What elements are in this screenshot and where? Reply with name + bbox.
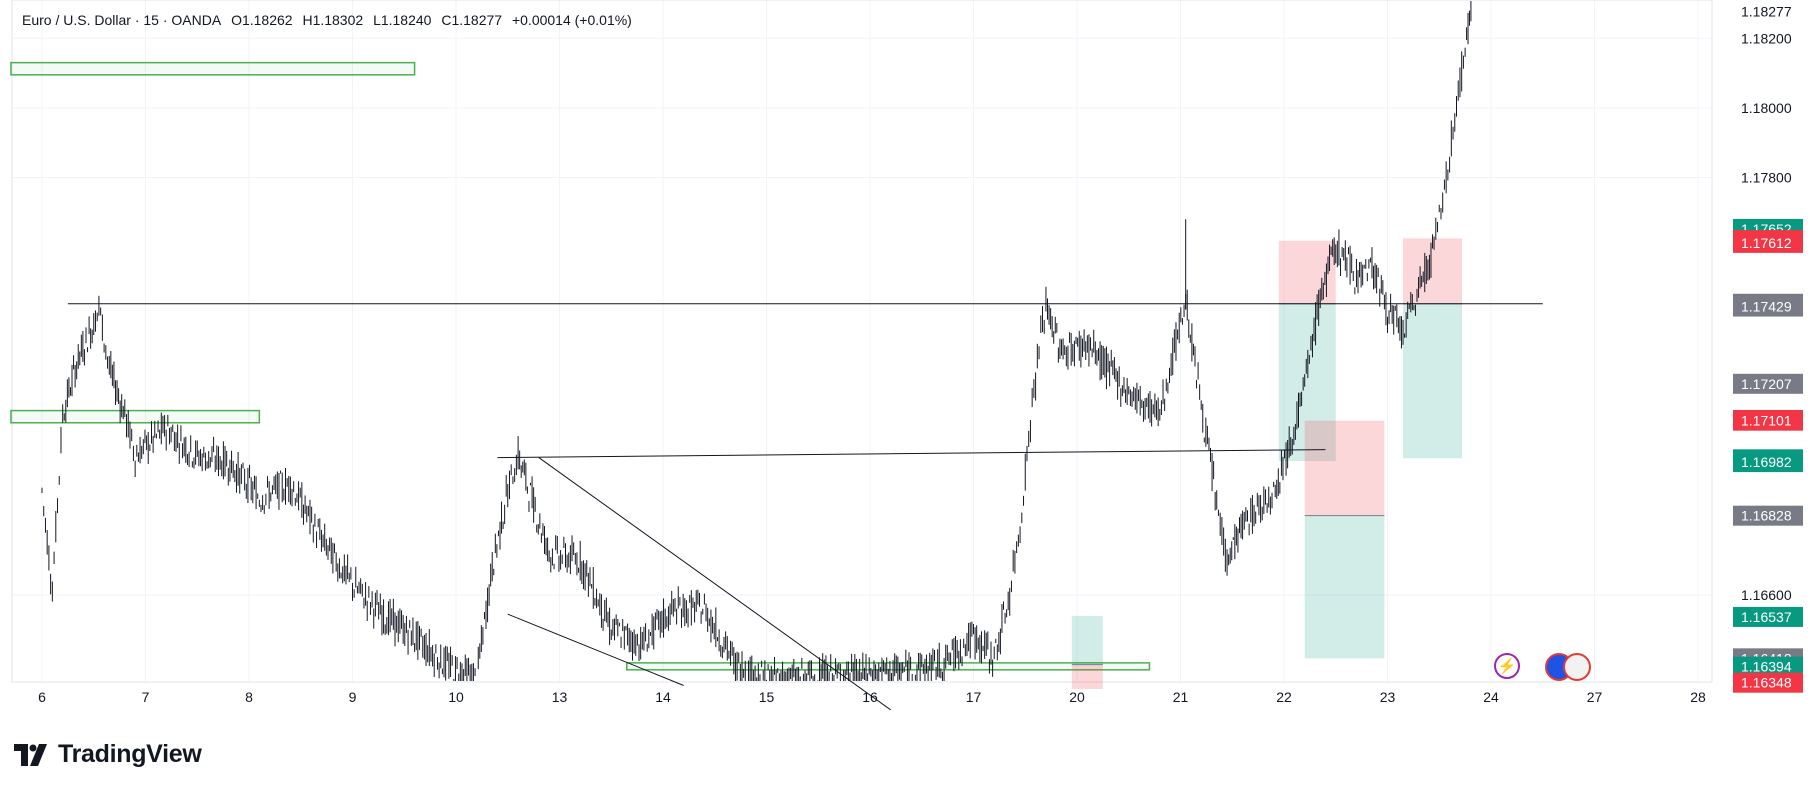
x-tick-label: 10: [448, 689, 464, 705]
price-tag-label: 1.16348: [1741, 675, 1792, 691]
brand-name: TradingView: [58, 740, 202, 768]
x-tick-label: 28: [1690, 689, 1706, 705]
price-tag: 1.17101: [1733, 410, 1803, 431]
horizontal-line: [497, 449, 1326, 459]
y-tick-label: 1.17800: [1741, 169, 1792, 185]
stop-loss-zone: [1071, 664, 1103, 689]
price-tag-bg: [1733, 296, 1803, 317]
price-tag-label: 1.16982: [1741, 454, 1792, 470]
symbol-title[interactable]: Euro / U.S. Dollar · 15 · OANDA: [22, 12, 222, 28]
price-tag-label: 1.16394: [1741, 659, 1792, 675]
y-tick-label: 1.16600: [1741, 587, 1792, 603]
tradingview-logo[interactable]: TradingView: [14, 740, 202, 769]
price-tag-label: 1.17612: [1741, 235, 1792, 251]
trend-line: [538, 457, 891, 711]
x-tick-label: 24: [1483, 689, 1499, 705]
price-tag-label: 1.17429: [1741, 299, 1792, 315]
demand-zone: [10, 61, 416, 76]
y-tick-label: 1.18200: [1741, 30, 1792, 46]
take-profit-zone: [1278, 303, 1336, 462]
close-value: C1.18277: [441, 12, 503, 28]
change-value: +0.00014 (+0.01%): [511, 12, 632, 28]
price-tag: 1.16348: [1733, 672, 1803, 693]
price-label: 1.18277: [1741, 3, 1792, 19]
demand-zone: [10, 409, 261, 424]
price-tag-label: 1.16828: [1741, 508, 1792, 524]
y-tick-label: 1.18000: [1741, 100, 1792, 116]
x-tick-label: 7: [142, 689, 150, 705]
price-series: [41, 1, 1472, 681]
take-profit-zone: [1071, 615, 1103, 665]
price-tag: 1.16537: [1733, 606, 1803, 627]
x-tick-label: 23: [1380, 689, 1396, 705]
price-tag-bg: [1733, 452, 1803, 473]
x-tick-label: 16: [862, 689, 878, 705]
price-tag: 1.16394: [1733, 656, 1803, 677]
price-tag: 1.17207: [1733, 373, 1803, 394]
x-tick-label: 27: [1587, 689, 1603, 705]
x-tick-label: 8: [245, 689, 253, 705]
price-tag-bg: [1733, 373, 1803, 394]
price-tag-bg: [1733, 232, 1803, 253]
price-tag-bg: [1733, 410, 1803, 431]
x-tick-label: 22: [1276, 689, 1292, 705]
low-value: L1.18240: [373, 12, 432, 28]
stop-loss-zone: [1403, 238, 1463, 304]
trend-line: [507, 613, 684, 686]
high-value: H1.18302: [302, 12, 364, 28]
plot-frame: [11, 0, 1713, 683]
axes: 6 7 8 9 10 13 14 15 16 17 20 21 22 23 24 27 28 1.18200 1.1…: [38, 3, 1803, 705]
price-tag-bg: [1733, 505, 1803, 526]
stop-loss-zone: [1304, 420, 1385, 516]
take-profit-zone: [1304, 515, 1385, 659]
price-tag: 1.17612: [1733, 232, 1803, 253]
price-tag-label: 1.17101: [1741, 413, 1792, 429]
price-tag: 1.16828: [1733, 505, 1803, 526]
x-tick-label: 15: [759, 689, 775, 705]
x-tick-label: 13: [552, 689, 568, 705]
x-tick-label: 20: [1069, 689, 1085, 705]
tradingview-logo-icon: [14, 743, 47, 766]
chart-grid: [11, 0, 1713, 683]
x-tick-label: 6: [38, 689, 46, 705]
price-tag: 1.17429: [1733, 296, 1803, 317]
economic-events-flag-icon[interactable]: [1563, 653, 1591, 681]
trend-lines: [67, 303, 1543, 711]
price-tag-bg: [1733, 672, 1803, 693]
symbol-header: Euro / U.S. Dollar · 15 · OANDA O1.18262…: [22, 12, 638, 28]
price-tag: 1.16982: [1733, 452, 1803, 473]
open-value: O1.18262: [231, 12, 293, 28]
position-tools: [1071, 238, 1463, 689]
stop-loss-zone: [1278, 240, 1336, 304]
price-tag-bg: [1733, 606, 1803, 627]
lightning-icon[interactable]: ⚡: [1494, 653, 1520, 679]
price-tag-bg: [1733, 656, 1803, 677]
x-tick-label: 9: [349, 689, 357, 705]
x-tick-label: 21: [1173, 689, 1189, 705]
price-tag-label: 1.17207: [1741, 376, 1792, 392]
x-tick-label: 17: [966, 689, 982, 705]
x-tick-label: 14: [655, 689, 671, 705]
demand-zones: [10, 61, 1151, 671]
price-tag-label: 1.16537: [1741, 609, 1792, 625]
take-profit-zone: [1403, 303, 1463, 459]
demand-zone: [626, 662, 1151, 671]
